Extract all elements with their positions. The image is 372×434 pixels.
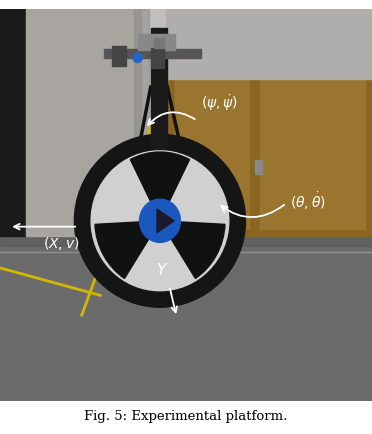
Ellipse shape: [99, 233, 236, 247]
Bar: [167, 9, 372, 237]
Bar: [167, 9, 372, 79]
Text: $(\theta,\dot{\theta})$: $(\theta,\dot{\theta})$: [290, 190, 326, 212]
Bar: [255, 160, 262, 174]
Wedge shape: [160, 221, 225, 279]
Bar: [0, 9, 372, 237]
Bar: [134, 9, 149, 237]
Bar: [260, 9, 365, 229]
Polygon shape: [157, 209, 174, 233]
Bar: [0, 227, 372, 247]
Circle shape: [133, 53, 142, 62]
Ellipse shape: [74, 135, 246, 307]
Bar: [151, 28, 167, 158]
Bar: [112, 46, 126, 66]
Bar: [0, 237, 372, 401]
Bar: [138, 34, 175, 50]
Text: $Y$: $Y$: [155, 262, 168, 278]
Wedge shape: [95, 221, 160, 279]
Bar: [0, 9, 26, 237]
Bar: [151, 48, 164, 68]
Bar: [104, 49, 201, 58]
Text: $(X,v)$: $(X,v)$: [43, 234, 79, 252]
Bar: [26, 9, 141, 237]
Text: $(\psi,\dot{\psi})$: $(\psi,\dot{\psi})$: [201, 93, 238, 113]
Circle shape: [140, 199, 180, 242]
Ellipse shape: [91, 151, 229, 291]
Wedge shape: [131, 152, 189, 221]
Bar: [175, 9, 249, 229]
Text: Fig. 5: Experimental platform.: Fig. 5: Experimental platform.: [84, 410, 288, 423]
Bar: [154, 38, 164, 48]
